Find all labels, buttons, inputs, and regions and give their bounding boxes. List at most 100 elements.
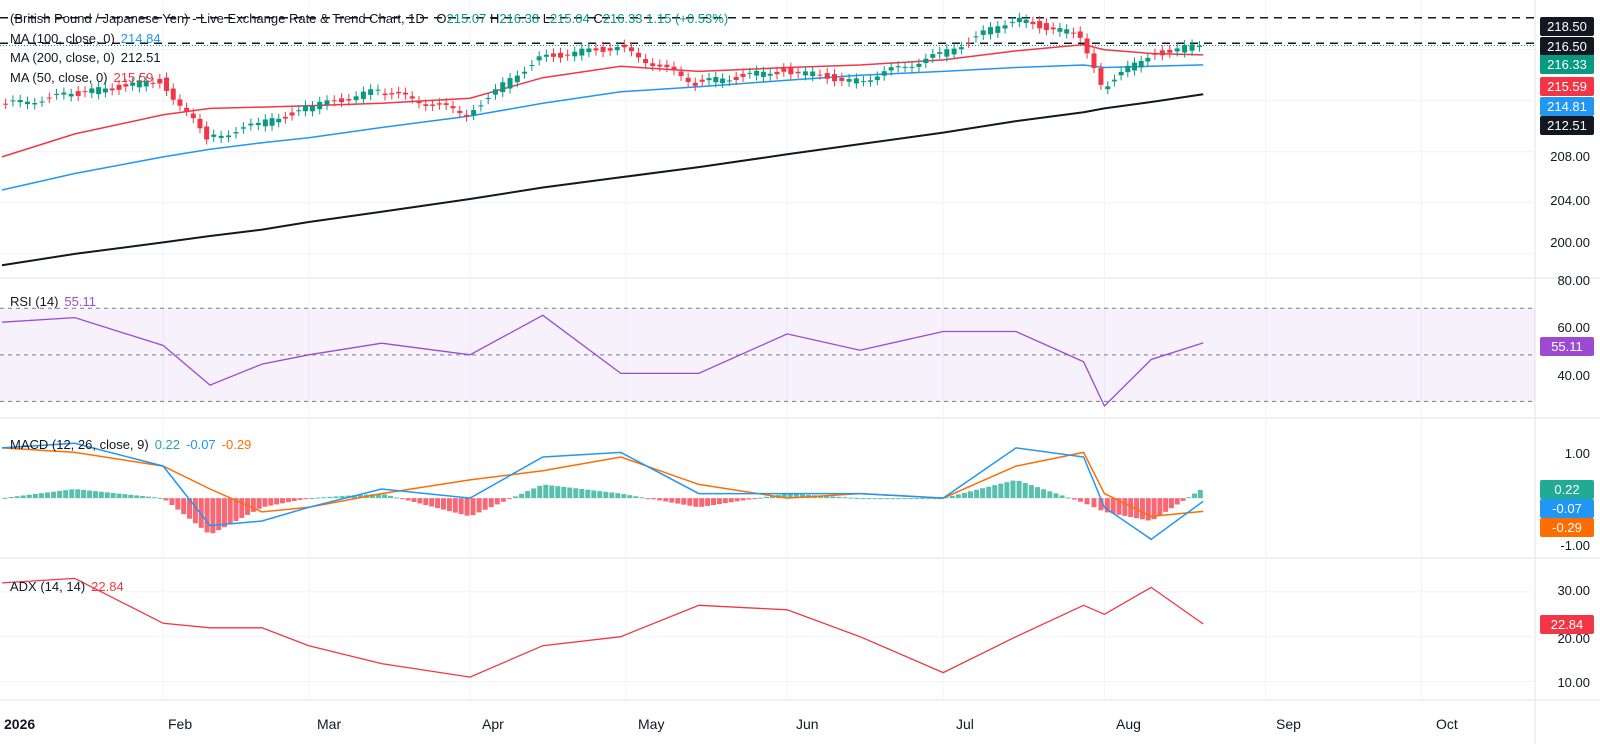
candle-body bbox=[726, 80, 732, 82]
macd-hist-bar bbox=[279, 498, 285, 504]
macd-hist-bar bbox=[597, 491, 603, 499]
macd-hist-bar bbox=[464, 498, 470, 516]
macd-hist-bar bbox=[63, 490, 69, 499]
candle-body bbox=[1070, 32, 1076, 34]
candle-body bbox=[1125, 65, 1131, 73]
macd-hist-bar bbox=[134, 495, 140, 499]
adx-badge: 22.84 bbox=[1540, 615, 1594, 634]
macd-hist-bar bbox=[627, 495, 633, 499]
macd-hist-bar bbox=[974, 489, 980, 499]
candle-body bbox=[628, 47, 634, 52]
ma200-legend[interactable]: MA (200, close, 0) 212.51 bbox=[10, 50, 161, 65]
macd-hist-bar bbox=[8, 497, 14, 499]
macd-hist-bar bbox=[866, 498, 872, 500]
macd-hist-bar bbox=[45, 492, 50, 499]
adx-line bbox=[1, 577, 1204, 678]
macd-hist-bar bbox=[1186, 497, 1192, 499]
candle-body bbox=[781, 68, 787, 72]
macd-hist-bar bbox=[980, 488, 986, 499]
macd-hist-bar bbox=[1122, 498, 1128, 516]
macd-hist-bar bbox=[1192, 493, 1198, 499]
candle-body bbox=[817, 74, 823, 76]
candle-body bbox=[409, 96, 415, 99]
macd-hist-bar bbox=[639, 497, 645, 499]
ma100-line bbox=[1, 64, 1204, 191]
macd-hist-bar bbox=[216, 498, 222, 531]
macd-hist-bar bbox=[919, 498, 925, 500]
macd-hist-bar bbox=[233, 498, 239, 521]
macd-hist-bar bbox=[351, 495, 357, 499]
price-tick: 200.00 bbox=[1550, 235, 1590, 250]
macd-hist-bar bbox=[399, 498, 405, 500]
macd-hist-bar bbox=[57, 490, 63, 499]
macd-tick: -1.00 bbox=[1560, 538, 1590, 553]
candle-body bbox=[1002, 25, 1008, 29]
macd-hist-bar bbox=[291, 498, 297, 501]
candle-body bbox=[874, 76, 880, 81]
candle-body bbox=[1023, 19, 1029, 24]
macd-hist-bar bbox=[393, 497, 399, 499]
candle-body bbox=[75, 91, 81, 96]
macd-hist-bar bbox=[931, 498, 937, 500]
candle-body bbox=[944, 49, 950, 57]
macd-hist-bar bbox=[315, 497, 321, 499]
macd-hist-bar bbox=[387, 495, 393, 499]
candle-body bbox=[478, 105, 484, 107]
candle-body bbox=[485, 97, 491, 100]
candle-body bbox=[860, 81, 866, 83]
candle-body bbox=[536, 56, 542, 61]
macd-hist-bar bbox=[722, 498, 728, 504]
candle-body bbox=[218, 135, 224, 139]
low-value: 215.04 bbox=[549, 11, 590, 26]
macd-hist-bar bbox=[1053, 493, 1059, 499]
high-value: 216.38 bbox=[499, 11, 540, 26]
candle-body bbox=[895, 66, 901, 68]
candle-body bbox=[643, 59, 649, 64]
ma50-line bbox=[1, 43, 1204, 158]
adx-legend[interactable]: ADX (14, 14) 22.84 bbox=[10, 579, 124, 594]
macd-legend[interactable]: MACD (12, 26, close, 9) 0.22 -0.07 -0.29 bbox=[10, 437, 252, 452]
macd-hist-bar bbox=[69, 489, 75, 499]
candle-body bbox=[1167, 49, 1173, 53]
x-label-may: May bbox=[638, 716, 665, 732]
candle-body bbox=[713, 77, 719, 83]
x-label-2026: 2026 bbox=[4, 716, 36, 732]
candle-body bbox=[211, 134, 217, 137]
macd-hist-bar bbox=[1197, 489, 1203, 499]
ma100-legend[interactable]: MA (100, close, 0) 214.84 bbox=[10, 31, 161, 46]
macd-signal-value: -0.29 bbox=[221, 437, 252, 452]
macd-hist-bar bbox=[687, 498, 693, 506]
candle-body bbox=[522, 71, 528, 74]
macd-hist-bar bbox=[239, 498, 245, 518]
macd-hist-bar bbox=[1139, 498, 1145, 520]
ma50-legend[interactable]: MA (50, close, 0) 215.59 bbox=[10, 70, 154, 85]
candle-body bbox=[1009, 21, 1015, 23]
candle-body bbox=[1105, 86, 1111, 90]
macd-hist-bar bbox=[169, 498, 175, 505]
macd-hist-bar bbox=[764, 496, 770, 499]
candle-body bbox=[1138, 60, 1144, 68]
macd-hist-bar bbox=[440, 498, 446, 510]
macd-hist-bar bbox=[309, 497, 315, 499]
macd-hist-bar bbox=[615, 493, 621, 499]
candle-body bbox=[788, 67, 794, 75]
candle-body bbox=[767, 73, 773, 76]
candle-body bbox=[136, 80, 142, 88]
macd-hist-bar bbox=[250, 498, 256, 512]
candle-body bbox=[685, 77, 691, 83]
candle-body bbox=[586, 48, 592, 53]
candle-body bbox=[346, 99, 352, 101]
macd-hist-bar bbox=[175, 498, 181, 510]
rsi-legend[interactable]: RSI (14) 55.11 bbox=[10, 294, 96, 309]
candle-body bbox=[109, 88, 115, 91]
macd-hist-bar bbox=[245, 498, 251, 515]
macd-hist-bar bbox=[1098, 498, 1104, 511]
macd-hist-bar bbox=[14, 496, 20, 499]
macd-hist-bar bbox=[321, 497, 327, 499]
macd-tick: 1.00 bbox=[1564, 446, 1590, 461]
candle-body bbox=[678, 71, 684, 76]
macd-hist-bar bbox=[151, 497, 157, 499]
macd-hist-bar bbox=[26, 494, 32, 499]
ma200-line bbox=[1, 93, 1204, 267]
